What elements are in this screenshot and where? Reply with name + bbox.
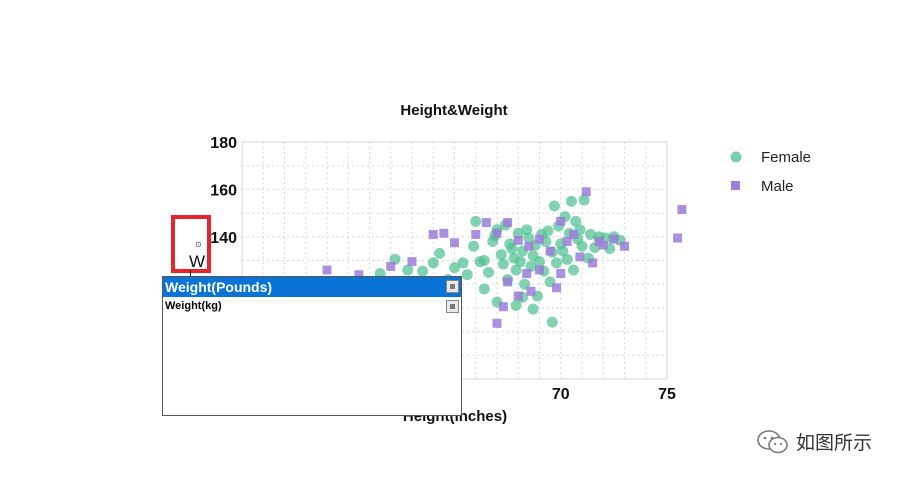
data-point-male <box>526 286 536 296</box>
autocomplete-dropdown[interactable]: Weight(Pounds) Weight(kg) <box>162 276 462 416</box>
data-point-male <box>524 241 534 251</box>
watermark-text: 如图所示 <box>796 433 873 454</box>
data-point-male <box>588 258 598 268</box>
data-point-female <box>427 257 439 269</box>
data-point-female <box>514 256 526 268</box>
data-point-male <box>562 237 572 247</box>
axis-label-edit-box[interactable]: ⊙ W <box>171 215 211 287</box>
data-point-female <box>521 224 533 236</box>
data-point-female <box>495 249 507 261</box>
data-point-female <box>434 247 446 259</box>
data-point-male <box>513 291 523 301</box>
axis-label-typed-text: W <box>189 252 206 271</box>
data-point-female <box>542 225 554 237</box>
data-point-male <box>503 277 513 287</box>
data-point-female <box>585 228 596 240</box>
data-point-female <box>402 264 414 276</box>
watermark: 如图所示 <box>756 428 872 455</box>
data-point-female <box>551 257 562 269</box>
data-point-female <box>557 245 569 257</box>
data-point-female <box>478 255 490 266</box>
data-point-male <box>439 228 449 238</box>
legend: Female Male <box>730 149 812 195</box>
data-point-male <box>322 265 332 275</box>
y-tick-label: 160 <box>210 182 237 199</box>
data-point-male <box>677 205 687 215</box>
data-point-male <box>481 218 491 228</box>
data-point-male <box>575 252 585 262</box>
data-point-male <box>407 257 417 267</box>
data-point-female <box>561 253 573 265</box>
data-points <box>322 187 687 328</box>
wechat-logo-icon <box>757 429 788 453</box>
data-point-female <box>449 262 460 274</box>
data-point-male <box>609 234 619 244</box>
data-point-male <box>552 283 561 293</box>
data-point-male <box>673 233 683 243</box>
data-point-female <box>457 257 469 269</box>
data-point-male <box>492 228 502 238</box>
legend-item-female[interactable]: Female <box>730 149 812 166</box>
data-point-female <box>527 303 539 315</box>
data-point-male <box>450 238 459 248</box>
data-point-female <box>461 269 473 281</box>
x-axis-ticks: 70 75 <box>552 386 676 403</box>
data-point-male <box>556 216 566 226</box>
column-icon <box>446 300 459 313</box>
data-point-male <box>471 229 481 239</box>
data-point-male <box>545 246 555 256</box>
data-point-female <box>570 215 582 227</box>
data-point-female <box>510 300 522 312</box>
x-tick-label: 70 <box>552 386 570 403</box>
data-point-male <box>598 240 608 250</box>
legend-male-label: Male <box>761 178 794 195</box>
data-point-male <box>428 229 438 239</box>
legend-female-marker <box>730 151 742 163</box>
data-point-male <box>503 218 513 228</box>
data-point-female <box>565 195 577 207</box>
data-point-male <box>386 261 396 271</box>
data-point-male <box>498 302 508 312</box>
data-point-female <box>470 215 482 227</box>
y-axis-ticks: 140 160 180 <box>210 135 237 247</box>
data-point-male <box>569 229 578 239</box>
x-tick-label: 75 <box>658 386 676 403</box>
legend-female-label: Female <box>761 149 811 166</box>
legend-item-male[interactable]: Male <box>731 178 794 195</box>
data-point-female <box>478 283 490 295</box>
data-point-female <box>546 316 558 328</box>
data-point-female <box>578 194 590 206</box>
chart-title: Height&Weight <box>400 102 507 119</box>
data-point-female <box>506 243 518 255</box>
data-point-female <box>523 232 535 244</box>
data-point-female <box>576 240 588 252</box>
data-point-male <box>581 187 591 197</box>
data-point-female <box>568 264 579 276</box>
autocomplete-option-weight-kg[interactable]: Weight(kg) <box>163 297 461 315</box>
data-point-male <box>492 318 502 328</box>
data-point-female <box>548 200 560 212</box>
y-tick-label: 140 <box>210 230 237 247</box>
data-point-male <box>556 269 566 279</box>
data-point-female <box>497 258 509 270</box>
data-point-male <box>513 235 523 245</box>
column-icon <box>446 280 459 293</box>
data-point-female <box>483 266 494 278</box>
autocomplete-option-weight-pounds[interactable]: Weight(Pounds) <box>163 277 461 297</box>
data-point-female <box>510 264 522 276</box>
data-point-male <box>522 269 532 279</box>
data-point-male <box>620 241 629 251</box>
data-point-female <box>417 265 429 277</box>
legend-male-marker <box>731 181 740 190</box>
data-point-male <box>535 234 544 244</box>
data-point-female <box>534 256 545 268</box>
move-handle-icon[interactable]: ⊙ <box>195 240 202 249</box>
data-point-male <box>354 270 364 280</box>
data-point-male <box>535 265 544 275</box>
y-tick-label: 180 <box>210 135 237 152</box>
option-label: Weight(kg) <box>165 300 222 312</box>
data-point-female <box>468 240 480 252</box>
option-label: Weight(Pounds) <box>165 279 273 295</box>
